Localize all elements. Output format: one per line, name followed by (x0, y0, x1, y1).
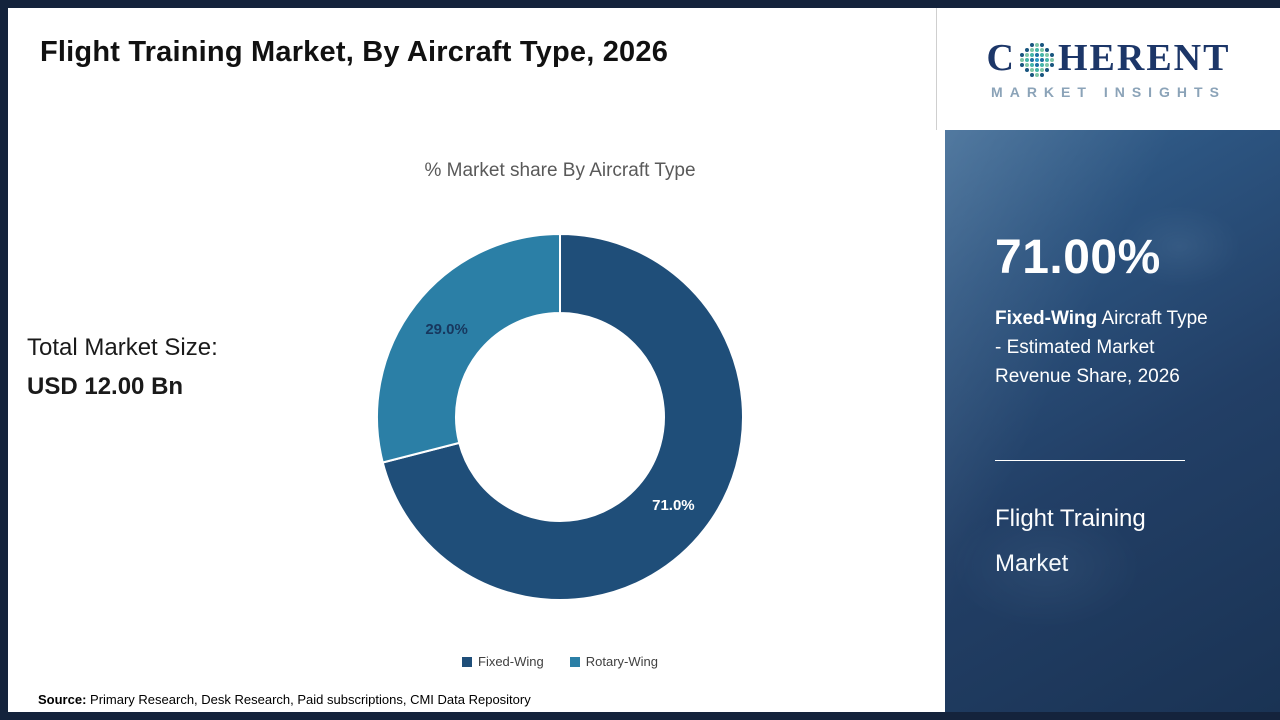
brand-subtitle: MARKET INSIGHTS (991, 83, 1226, 100)
source-text: Primary Research, Desk Research, Paid su… (86, 692, 531, 707)
stat-value: 71.00% (995, 231, 1161, 284)
legend-swatch-icon (462, 656, 472, 667)
donut-chart: 71.0% 29.0% (376, 232, 744, 601)
stat-description-rest: Aircraft Type - Estimated Market Revenue… (995, 308, 1208, 387)
vertical-divider (936, 8, 945, 712)
source-note: Source: Primary Research, Desk Research,… (38, 692, 531, 707)
chart-legend: Fixed-Wing Rotary-Wing (340, 654, 780, 669)
brand-name: C HERENT (987, 39, 1231, 77)
donut-slice-rotary-wing (376, 232, 561, 464)
total-market-size-value: USD 12.00 Bn (27, 373, 184, 400)
total-market-size: Total Market Size: USD 12.00 Bn (27, 328, 218, 406)
globe-icon (1019, 42, 1054, 77)
sidebar-panel: 71.00% Fixed-Wing Aircraft Type - Estima… (945, 130, 1280, 712)
legend-swatch-icon (569, 656, 580, 667)
legend-item-fixed-wing: Fixed-Wing (462, 654, 544, 669)
total-market-size-label: Total Market Size: (27, 334, 218, 361)
donut-slice-fixed-wing (381, 232, 744, 601)
brand-letter-c: C (986, 36, 1016, 79)
sidebar-market-title: Flight Training Market (995, 505, 1146, 577)
brand-logo: C HERENT MARKET INSIGHTS (936, 8, 1280, 130)
main-panel: Flight Training Market, By Aircraft Type… (8, 8, 936, 712)
legend-label: Fixed-Wing (478, 654, 544, 669)
slice-data-label: 29.0% (425, 321, 468, 338)
brand-letters-herent: HERENT (1057, 36, 1231, 79)
stat-description-bold: Fixed-Wing (995, 308, 1098, 329)
legend-item-rotary-wing: Rotary-Wing (569, 654, 658, 669)
page-title: Flight Training Market, By Aircraft Type… (40, 36, 669, 68)
slice-data-label: 71.0% (652, 497, 695, 514)
chart-title: % Market share By Aircraft Type (424, 160, 696, 181)
source-label: Source: (38, 692, 87, 707)
stat-description: Fixed-Wing Aircraft Type - Estimated Mar… (995, 304, 1213, 391)
divider-line (995, 460, 1185, 461)
legend-label: Rotary-Wing (585, 654, 658, 669)
